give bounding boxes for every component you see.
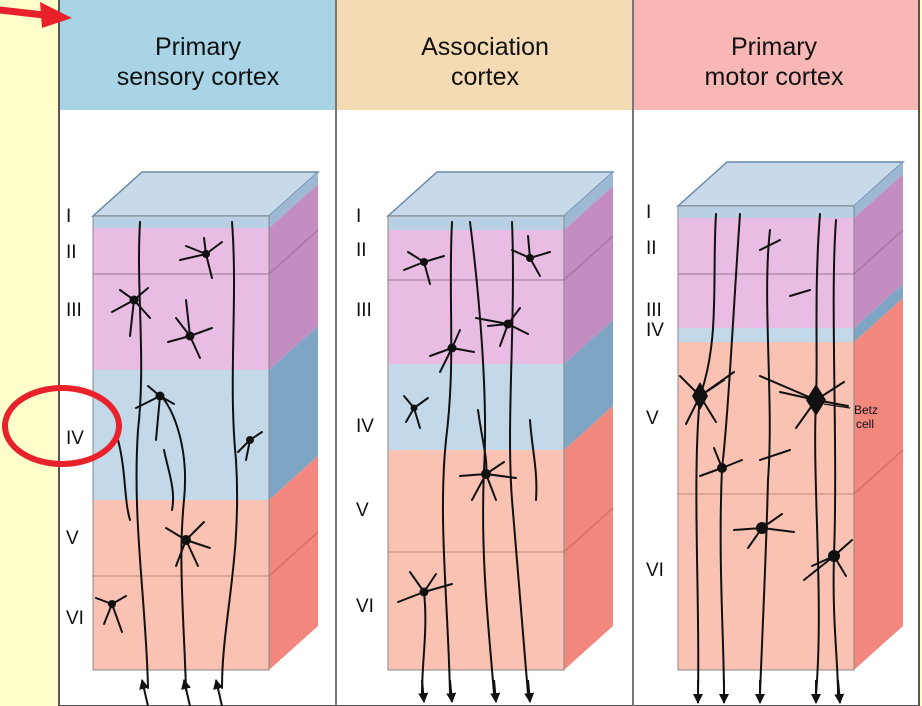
motor-neurons	[679, 213, 853, 695]
sensory-layer-label: III	[66, 300, 82, 321]
association-layer-label: IV	[356, 416, 374, 437]
sensory-title-line2: sensory cortex	[117, 63, 280, 91]
motor-layer-label: VI	[646, 560, 664, 581]
highlight-circle	[2, 385, 122, 467]
motor-layer-label: IV	[646, 320, 664, 341]
sensory-layer-label: V	[66, 528, 79, 549]
red-arrow-icon	[0, 2, 72, 28]
sensory-layer-label: II	[66, 242, 77, 263]
association-header	[337, 0, 633, 110]
motor-layer-label: III	[646, 300, 662, 321]
association-layer-label: III	[356, 300, 372, 321]
motor-layer-label: V	[646, 408, 659, 429]
motor-layer-label: I	[646, 202, 651, 223]
motor-title-line1: Primary	[731, 33, 818, 61]
association-cortex-block	[386, 171, 615, 703]
sensory-layer-label: VI	[66, 608, 84, 629]
sensory-header	[60, 0, 336, 110]
motor-title-line2: motor cortex	[705, 63, 844, 91]
motor-cortex-block	[676, 161, 905, 704]
sensory-layer-label: I	[66, 206, 71, 227]
betz-cell-label-line1: Betz	[854, 403, 878, 417]
sensory-neurons	[95, 221, 263, 691]
sensory-layer-label: IV	[66, 428, 84, 449]
association-layer-label: V	[356, 500, 369, 521]
sensory-title-line1: Primary	[155, 33, 242, 61]
association-title-line1: Association	[421, 33, 549, 61]
association-layer-label: VI	[356, 596, 374, 617]
motor-header	[634, 0, 918, 110]
sensory-cortex-block	[91, 171, 320, 706]
motor-layer-label: II	[646, 238, 657, 259]
association-layer-label: I	[356, 206, 361, 227]
association-title-line2: cortex	[451, 63, 520, 91]
betz-cell-label-line2: cell	[856, 417, 874, 431]
association-layer-label: II	[356, 240, 367, 261]
